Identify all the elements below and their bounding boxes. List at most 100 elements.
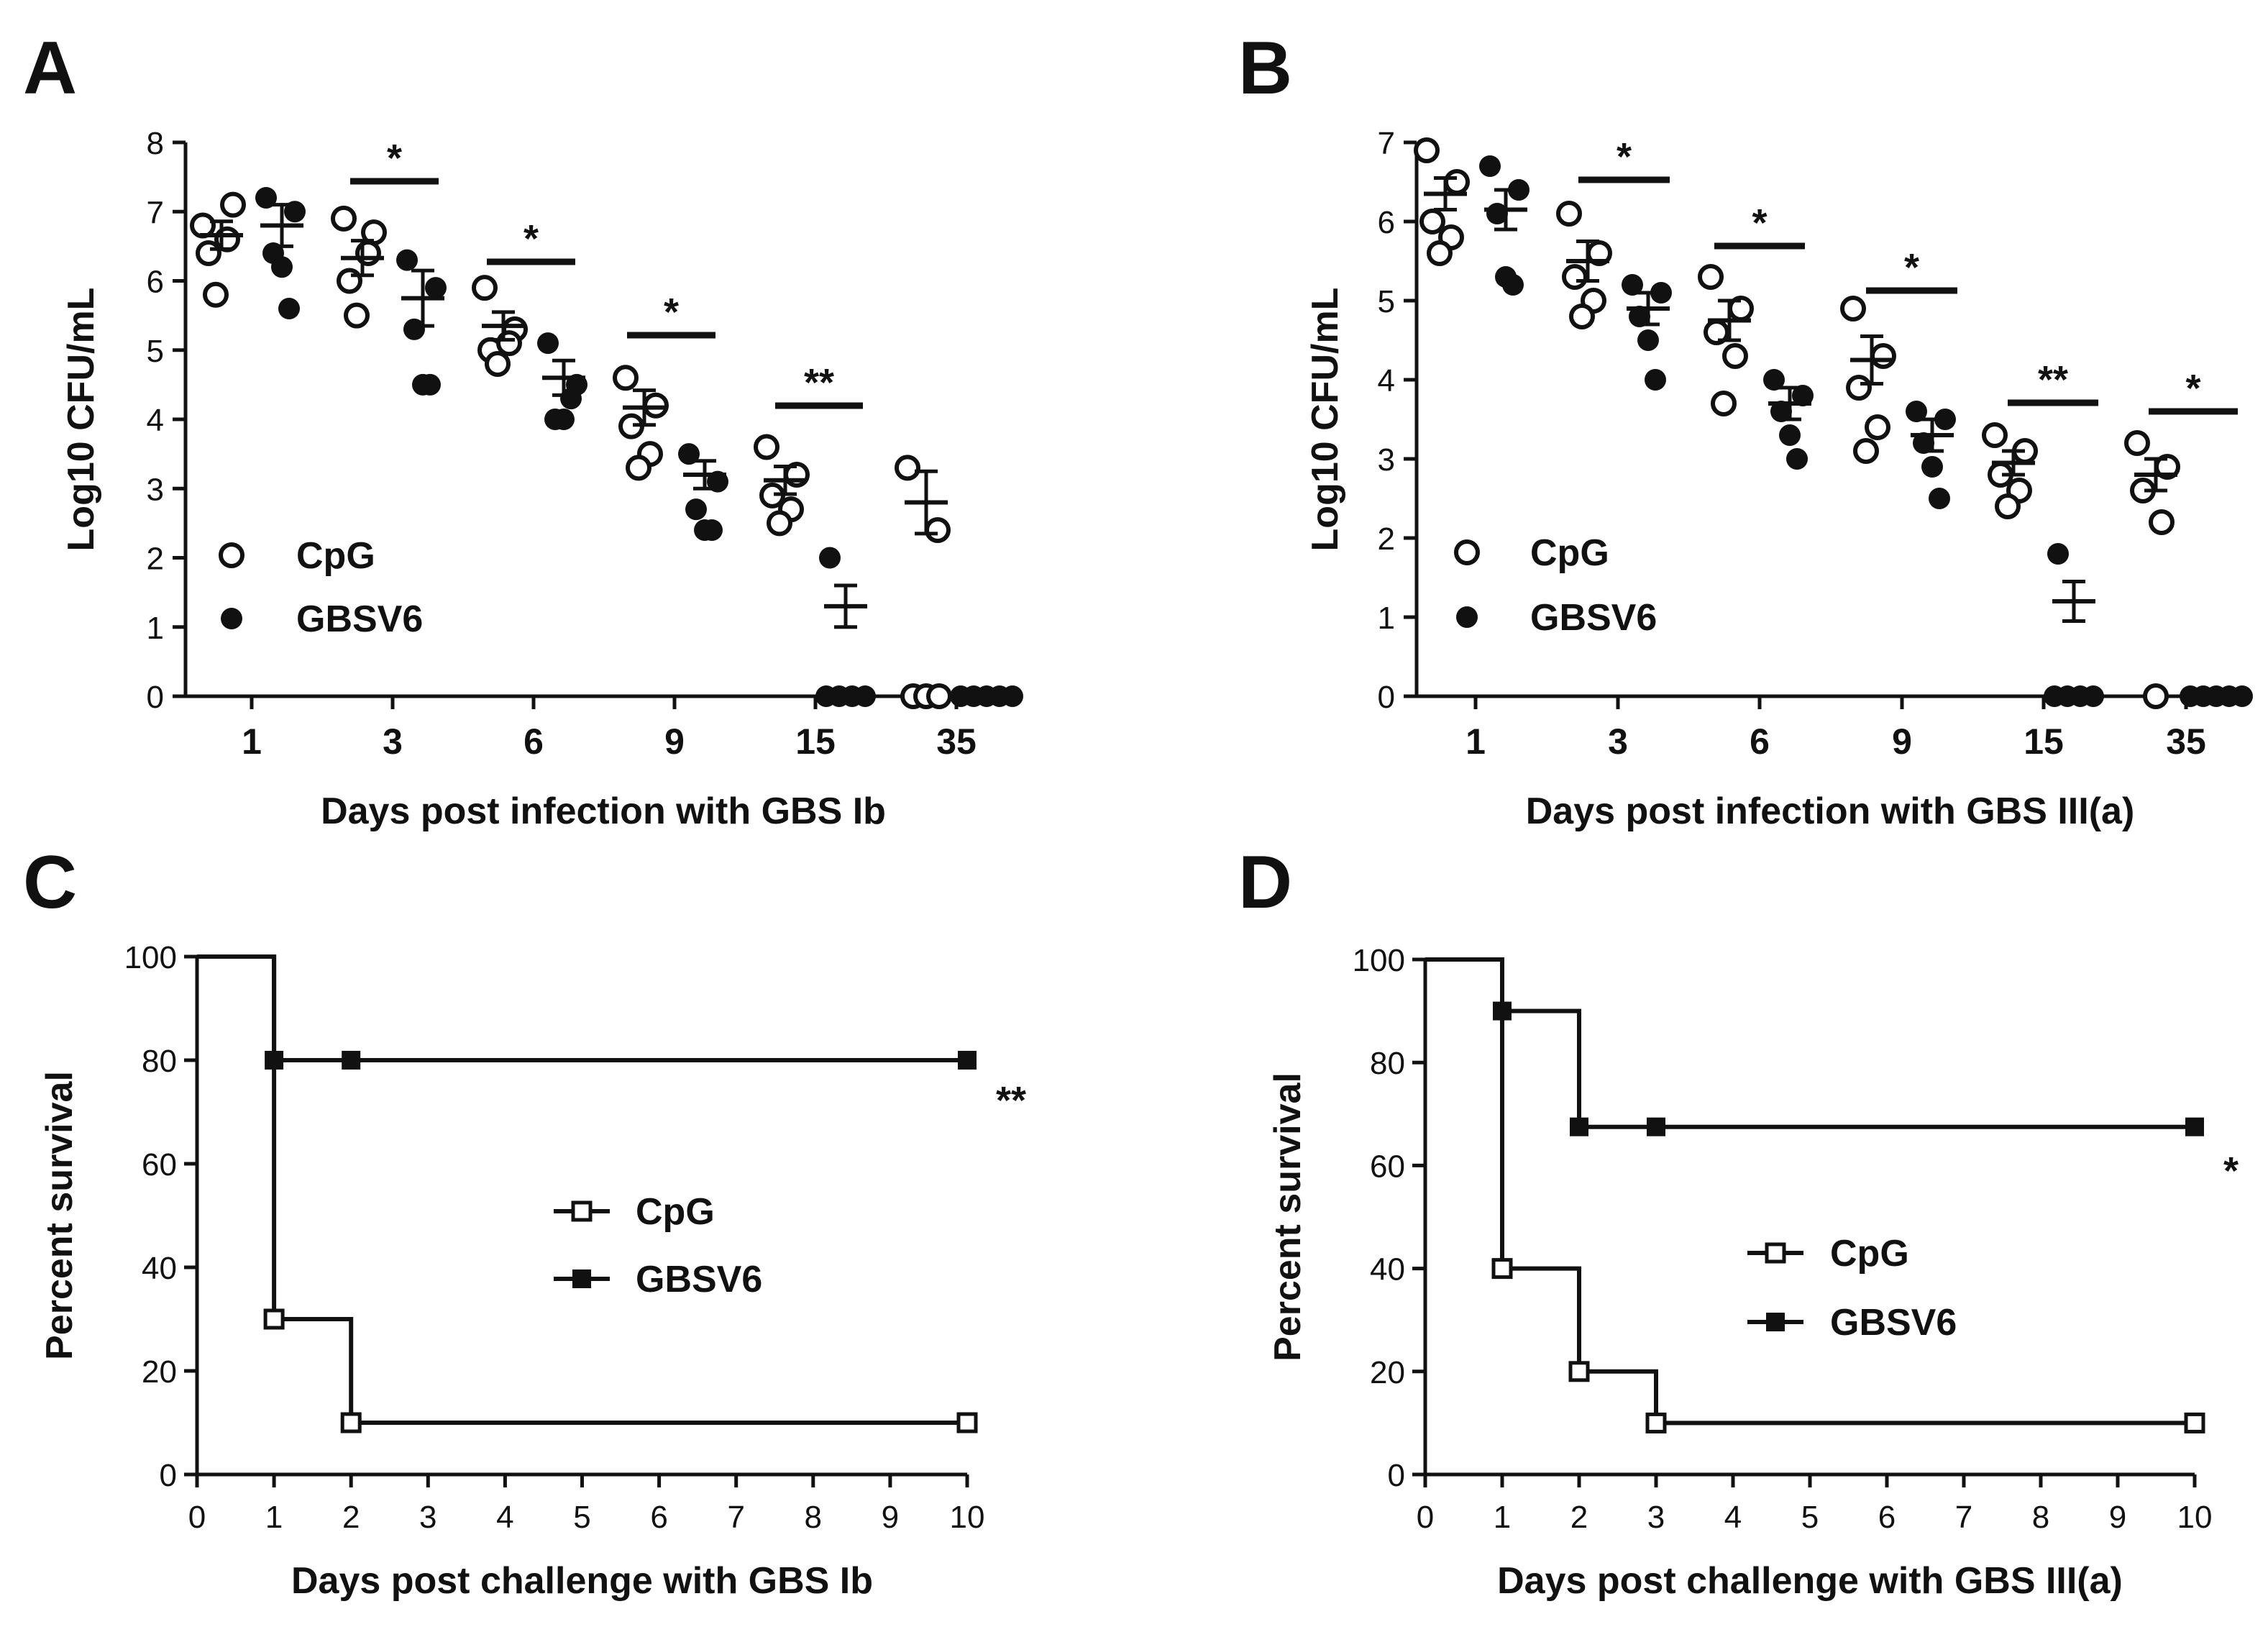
cpg-data-point — [1444, 169, 1470, 195]
cpg-data-point — [472, 275, 498, 301]
cpg-censor-marker — [263, 1308, 285, 1330]
x-tick-label: 6 — [1878, 1500, 1896, 1535]
legend-gbsv6-label: GBSV6 — [1830, 1302, 1957, 1344]
y-axis-title: Log10 CFU/mL — [60, 288, 102, 552]
gbsv6-data-point — [271, 256, 293, 278]
x-tick-label: 8 — [805, 1500, 822, 1535]
gbsv6-data-point — [819, 547, 841, 569]
gbsv6-data-point — [1479, 155, 1501, 177]
cpg-data-point — [1414, 137, 1440, 163]
gbsv6-survival-curve — [197, 954, 967, 1062]
legend-cpg-label: CpG — [1530, 532, 1609, 574]
gbsv6-data-point — [1629, 306, 1650, 327]
y-tick-label: 5 — [147, 334, 164, 369]
y-tick-label: 2 — [147, 542, 164, 577]
x-tick-label: 0 — [188, 1500, 206, 1535]
x-tick-label: 1 — [242, 721, 262, 762]
cpg-data-point — [1562, 264, 1588, 290]
legend-gbsv6-label: GBSV6 — [1530, 597, 1657, 639]
cpg-data-point — [1995, 493, 2021, 519]
y-tick-label: 40 — [142, 1251, 177, 1286]
gbsv6-data-point — [425, 277, 447, 299]
y-tick-label: 3 — [147, 472, 164, 507]
gbsv6-data-point — [278, 298, 300, 319]
y-tick-label: 80 — [142, 1044, 177, 1079]
cpg-data-point — [767, 510, 792, 537]
y-tick-label: 1 — [147, 611, 164, 646]
legend-cpg-label: CpG — [636, 1191, 715, 1233]
cpg-data-point — [926, 683, 952, 709]
x-tick-label: 6 — [650, 1500, 667, 1535]
x-tick-label: 7 — [727, 1500, 744, 1535]
cpg-data-point — [344, 302, 370, 329]
significance-annotation: ** — [996, 1079, 1026, 1122]
x-tick-label: 5 — [573, 1500, 590, 1535]
y-tick-label: 60 — [1370, 1149, 1405, 1184]
significance-annotation: * — [2223, 1149, 2239, 1193]
y-tick-label: 4 — [147, 403, 164, 438]
significance-label: * — [387, 137, 402, 180]
gbsv6-censor-marker — [1493, 1001, 1512, 1021]
cpg-data-point — [1840, 296, 1866, 322]
x-tick-label: 7 — [1955, 1500, 1972, 1535]
legend-cpg-marker — [219, 542, 244, 568]
y-tick-label: 100 — [124, 940, 177, 975]
cpg-data-point — [337, 268, 362, 294]
y-tick-label: 0 — [160, 1458, 177, 1493]
gbsv6-data-point — [1763, 369, 1785, 391]
cpg-censor-marker — [1645, 1412, 1667, 1433]
significance-label: * — [664, 291, 679, 334]
y-tick-label: 40 — [1370, 1252, 1405, 1287]
x-tick-label: 35 — [2166, 721, 2206, 762]
significance-label: * — [1752, 201, 1767, 245]
panel-letter-c: C — [23, 841, 77, 924]
y-axis-title: Percent survival — [1267, 1072, 1309, 1362]
y-tick-label: 0 — [1378, 680, 1395, 715]
cpg-data-point — [2149, 509, 2175, 535]
significance-label: ** — [804, 361, 834, 404]
legend-cpg-label: CpG — [1830, 1233, 1909, 1275]
legend-gbsv6-marker — [1766, 1313, 1785, 1331]
y-tick-label: 6 — [1378, 205, 1395, 240]
cpg-data-point — [485, 351, 511, 377]
x-tick-label: 4 — [496, 1500, 513, 1535]
x-axis-title: Days post infection with GBS Ib — [321, 790, 886, 832]
gbsv6-data-point — [553, 409, 575, 430]
cpg-censor-marker — [1568, 1361, 1590, 1382]
cpg-data-point — [613, 365, 639, 391]
y-axis-title: Percent survival — [39, 1071, 81, 1360]
y-tick-label: 20 — [1370, 1355, 1405, 1390]
legend-gbsv6-label: GBSV6 — [636, 1259, 762, 1300]
x-tick-label: 3 — [1647, 1500, 1665, 1535]
significance-label: * — [2185, 367, 2200, 410]
x-tick-label: 15 — [2024, 721, 2064, 762]
cpg-data-point — [331, 205, 357, 232]
legend-cpg-marker — [1454, 539, 1480, 565]
cpg-data-point — [1698, 264, 1724, 290]
x-tick-label: 1 — [1465, 721, 1486, 762]
gbsv6-data-point — [1622, 274, 1643, 296]
y-tick-label: 7 — [1378, 126, 1395, 161]
legend-cpg-label: CpG — [296, 535, 375, 577]
legend-cpg-marker — [571, 1200, 593, 1222]
gbsv6-data-point — [1502, 274, 1524, 296]
x-tick-label: 9 — [882, 1500, 899, 1535]
x-tick-label: 0 — [1417, 1500, 1434, 1535]
cpg-data-point — [1427, 240, 1453, 266]
cpg-censor-marker — [1491, 1258, 1513, 1280]
y-tick-label: 0 — [147, 680, 164, 715]
y-tick-label: 3 — [1378, 442, 1395, 478]
x-tick-label: 10 — [2177, 1500, 2213, 1535]
cpg-data-point — [203, 281, 229, 308]
cpg-data-point — [220, 191, 246, 218]
legend-cpg-marker — [1765, 1242, 1786, 1264]
gbsv6-data-point — [403, 318, 425, 340]
legend-gbsv6-marker — [1456, 606, 1478, 628]
gbsv6-data-point — [701, 519, 723, 541]
x-tick-label: 6 — [523, 721, 544, 762]
gbsv6-data-point — [1934, 409, 1956, 430]
y-tick-label: 7 — [147, 195, 164, 230]
x-tick-label: 1 — [1494, 1500, 1511, 1535]
